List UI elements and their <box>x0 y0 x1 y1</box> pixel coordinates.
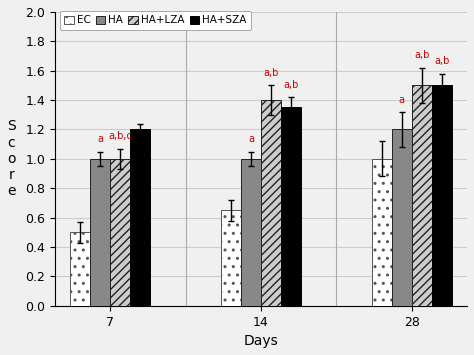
Bar <box>221 210 241 306</box>
Bar <box>412 86 432 306</box>
Bar <box>90 159 110 306</box>
Text: a: a <box>97 134 103 144</box>
Text: a,b: a,b <box>414 50 429 60</box>
Text: a,b: a,b <box>434 56 450 66</box>
Legend: EC, HA, HA+LZA, HA+SZA: EC, HA, HA+LZA, HA+SZA <box>60 11 251 29</box>
Bar <box>281 108 301 306</box>
Bar <box>372 159 392 306</box>
Text: a: a <box>248 134 254 144</box>
Bar <box>241 159 261 306</box>
X-axis label: Days: Days <box>244 334 278 348</box>
Bar <box>392 130 412 306</box>
Y-axis label: S
c
o
r
e: S c o r e <box>7 120 16 198</box>
Bar <box>261 100 281 306</box>
Text: a,b: a,b <box>264 68 279 78</box>
Text: a: a <box>399 94 405 104</box>
Text: a,b: a,b <box>283 80 299 90</box>
Bar <box>70 232 90 306</box>
Bar <box>130 130 150 306</box>
Bar <box>432 86 452 306</box>
Bar <box>110 159 130 306</box>
Text: a,b,c: a,b,c <box>109 131 132 141</box>
